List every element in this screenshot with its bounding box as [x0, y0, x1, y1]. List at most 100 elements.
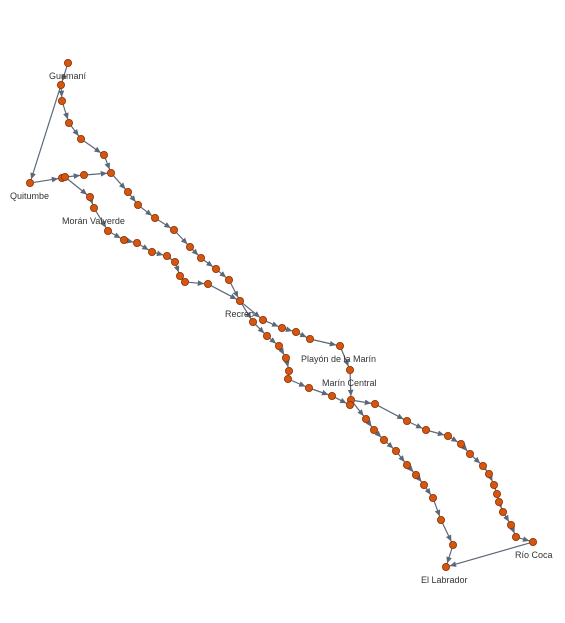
stop-node-32[interactable]	[277, 323, 286, 332]
stop-node-10[interactable]	[169, 225, 178, 234]
stop-node-35[interactable]	[335, 341, 344, 350]
stop-node-30[interactable]	[203, 279, 212, 288]
route-edge-64	[352, 402, 365, 417]
route-edge-33	[266, 320, 279, 328]
stop-node-45[interactable]	[327, 391, 336, 400]
route-edge-57	[487, 474, 493, 482]
stop-node-1[interactable]	[57, 81, 66, 90]
stop-node-57[interactable]	[494, 497, 503, 506]
stop-node-21[interactable]	[90, 203, 99, 212]
stop-node-71[interactable]	[448, 541, 457, 550]
stop-node-62[interactable]	[361, 414, 370, 423]
stop-node-41[interactable]	[281, 353, 290, 362]
stop-node-46[interactable]	[345, 400, 354, 409]
route-edge-2	[62, 104, 69, 120]
route-edge-56	[480, 464, 488, 472]
stop-node-65[interactable]	[391, 446, 400, 455]
stop-node-11[interactable]	[185, 242, 194, 251]
stop-node-58[interactable]	[498, 507, 507, 516]
route-edge-75	[449, 542, 530, 567]
stop-node-40[interactable]	[274, 341, 283, 350]
stop-node-47[interactable]	[370, 399, 379, 408]
route-edge-73	[442, 523, 452, 542]
node-layer	[25, 59, 538, 572]
stop-node-69[interactable]	[428, 493, 437, 502]
stop-node-18[interactable]	[61, 172, 70, 181]
route-edge-30	[188, 280, 205, 286]
stop-node-64[interactable]	[379, 435, 388, 444]
label-layer: Guamaní Quitumbe Morán Valverde Recreo P…	[10, 71, 553, 585]
route-edge-6	[113, 175, 126, 190]
station-label-guamani: Guamaní	[49, 71, 87, 81]
stop-node-15[interactable]	[235, 296, 244, 305]
route-edge-32	[242, 302, 261, 319]
route-edge-41	[269, 337, 277, 345]
route-edge-62	[509, 526, 516, 534]
route-edge-43	[283, 360, 290, 368]
route-edge-5	[104, 158, 111, 170]
stop-node-20[interactable]	[86, 192, 95, 201]
stop-node-7[interactable]	[124, 187, 133, 196]
stop-node-4[interactable]	[77, 134, 86, 143]
route-edge-49	[354, 399, 372, 406]
stop-node-56[interactable]	[492, 489, 501, 498]
stop-node-51[interactable]	[456, 439, 465, 448]
stop-node-27[interactable]	[170, 257, 179, 266]
route-edge-24	[126, 237, 134, 244]
route-edge-39	[241, 303, 252, 320]
stop-node-5[interactable]	[100, 150, 109, 159]
stop-node-16[interactable]	[25, 178, 34, 187]
stop-node-19[interactable]	[80, 170, 89, 179]
station-label-quitumbe: Quitumbe	[10, 191, 49, 201]
stop-node-2[interactable]	[58, 97, 67, 106]
route-edge-21	[87, 197, 94, 205]
stop-node-72[interactable]	[441, 563, 450, 572]
stop-node-55[interactable]	[489, 480, 498, 489]
stop-node-59[interactable]	[506, 521, 515, 530]
stop-node-63[interactable]	[369, 425, 378, 434]
stop-node-48[interactable]	[402, 416, 411, 425]
stop-node-26[interactable]	[162, 251, 171, 260]
stop-node-23[interactable]	[120, 235, 129, 244]
stop-node-38[interactable]	[248, 317, 257, 326]
stop-node-61[interactable]	[529, 538, 538, 547]
stop-node-24[interactable]	[132, 238, 141, 247]
stop-node-22[interactable]	[104, 226, 113, 235]
stop-node-31[interactable]	[258, 315, 267, 324]
stop-node-44[interactable]	[304, 383, 313, 392]
stop-node-13[interactable]	[211, 264, 220, 273]
stop-node-12[interactable]	[196, 253, 205, 262]
stop-node-68[interactable]	[419, 480, 428, 489]
stop-node-52[interactable]	[465, 449, 474, 458]
stop-node-25[interactable]	[147, 247, 156, 256]
stop-node-34[interactable]	[305, 334, 314, 343]
stop-node-53[interactable]	[478, 461, 487, 470]
stop-node-33[interactable]	[291, 327, 300, 336]
stop-node-8[interactable]	[133, 200, 142, 209]
stop-node-66[interactable]	[402, 460, 411, 469]
route-edge-55	[472, 456, 481, 464]
route-edge-14	[230, 283, 239, 298]
route-edge-4	[83, 140, 102, 154]
stop-node-54[interactable]	[484, 469, 493, 478]
stop-node-49[interactable]	[421, 425, 430, 434]
route-edge-68	[397, 453, 406, 463]
stop-node-50[interactable]	[443, 431, 452, 440]
stop-node-3[interactable]	[65, 119, 74, 128]
stop-node-60[interactable]	[512, 533, 521, 542]
route-edge-31	[211, 285, 237, 300]
route-edge-20	[67, 178, 88, 196]
stop-node-36[interactable]	[345, 365, 354, 374]
stop-node-67[interactable]	[411, 470, 420, 479]
stop-node-28[interactable]	[175, 271, 184, 280]
stop-node-43[interactable]	[283, 374, 292, 383]
stop-node-0[interactable]	[64, 59, 73, 68]
stop-node-39[interactable]	[262, 331, 271, 340]
stop-node-14[interactable]	[224, 275, 233, 284]
stop-node-42[interactable]	[284, 366, 293, 375]
route-edge-34	[285, 326, 293, 332]
stop-node-29[interactable]	[180, 277, 189, 286]
stop-node-9[interactable]	[150, 213, 159, 222]
stop-node-6[interactable]	[107, 168, 116, 177]
stop-node-70[interactable]	[436, 516, 445, 525]
